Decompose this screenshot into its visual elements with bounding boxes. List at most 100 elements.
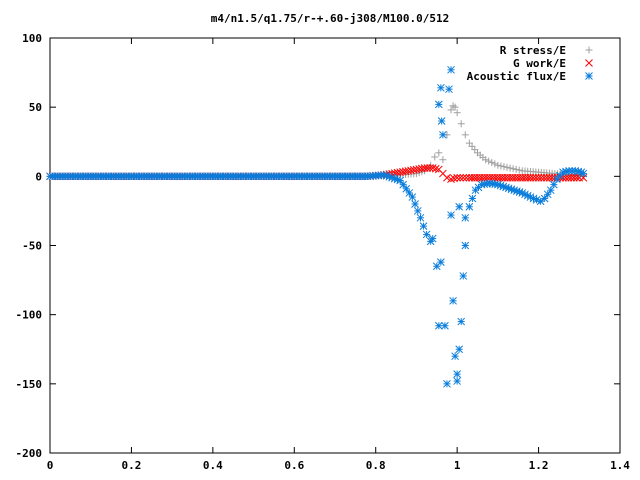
data-point [437,258,445,266]
data-point [449,296,457,305]
y-tick-label: -100 [16,309,43,322]
data-point [396,176,404,185]
data-point [532,173,540,182]
data-point [506,164,514,172]
series-2 [46,65,588,388]
data-point [439,156,447,164]
data-point [416,213,425,222]
data-point [447,106,455,114]
data-point [526,173,535,182]
y-tick-label: 0 [35,170,42,183]
data-point [494,161,502,169]
legend-marker [585,59,593,67]
data-point [540,173,548,182]
data-point [461,213,470,222]
x-tick-label: 0 [47,459,54,472]
y-tick-label: -50 [22,240,42,253]
data-point [422,230,431,239]
data-point [542,173,551,182]
data-point [572,173,581,182]
data-point [459,173,468,182]
data-point [545,173,554,182]
data-point [549,180,558,189]
data-point [532,195,541,204]
x-tick-label: 1.2 [529,459,549,472]
legend-label: Acoustic flux/E [467,70,566,83]
data-point [437,117,446,125]
data-point [482,156,490,164]
data-point [543,190,552,199]
data-point [447,175,455,183]
data-marks [46,65,588,388]
data-point [491,160,499,168]
data-point [420,164,429,172]
x-tick-label: 1 [454,459,461,472]
data-point [540,194,549,203]
data-point [529,173,537,182]
data-point [509,165,517,173]
data-point [443,173,451,182]
data-point [428,234,437,243]
data-point [441,321,449,330]
data-point [443,379,451,388]
data-point [451,103,459,111]
data-point [461,241,470,250]
data-point [428,164,437,172]
data-point [453,377,461,385]
data-point [457,317,466,326]
data-point [515,166,523,174]
y-tick-label: -200 [16,447,43,460]
data-point [435,149,443,157]
data-point [488,159,496,166]
data-point [451,352,459,361]
data-point [512,165,520,173]
data-point [453,109,461,117]
data-point [431,153,439,161]
data-point [579,169,588,178]
legend-marker [585,72,593,80]
x-tick-label: 0.4 [203,459,223,472]
data-point [447,211,455,219]
data-point [439,130,447,139]
data-point [503,163,511,171]
data-point [408,193,417,201]
y-tick-label: 100 [22,32,42,45]
data-point [413,207,422,215]
chart-title: m4/n1.5/q1.75/r-+.60-j308/M100.0/512 [211,12,449,25]
data-point [457,120,465,128]
legend-label: R stress/E [500,44,566,57]
data-point [485,157,493,165]
data-point [455,345,464,354]
data-point [567,173,575,182]
x-tick-label: 1.4 [610,459,630,472]
data-point [497,162,505,170]
data-point [459,272,468,280]
axis-ticks: 0 0.2 0.4 0.6 0.8 1 1.2 1.4 100 50 0 -50 -100 -150 -20… [16,32,631,472]
data-point [453,370,461,379]
data-point [423,164,432,172]
data-point [434,100,443,109]
data-point [548,173,556,182]
legend-label: G work/E [513,57,566,70]
data-point [399,180,408,189]
data-point [534,173,543,182]
data-point [419,222,428,230]
y-tick-label: -150 [16,378,43,391]
data-point [402,184,411,193]
legend-marker [585,46,593,54]
x-tick-label: 0.2 [121,459,141,472]
data-point [456,173,465,182]
data-point [405,189,414,197]
data-point [411,200,419,208]
data-point [500,163,508,171]
x-tick-label: 0.6 [284,459,304,472]
y-tick-label: 50 [29,101,42,114]
plot-frame [49,37,621,454]
data-point [445,85,453,94]
data-point [450,174,458,183]
data-point [434,321,443,330]
data-point [461,131,469,139]
data-point [536,197,545,206]
data-point [455,202,464,211]
